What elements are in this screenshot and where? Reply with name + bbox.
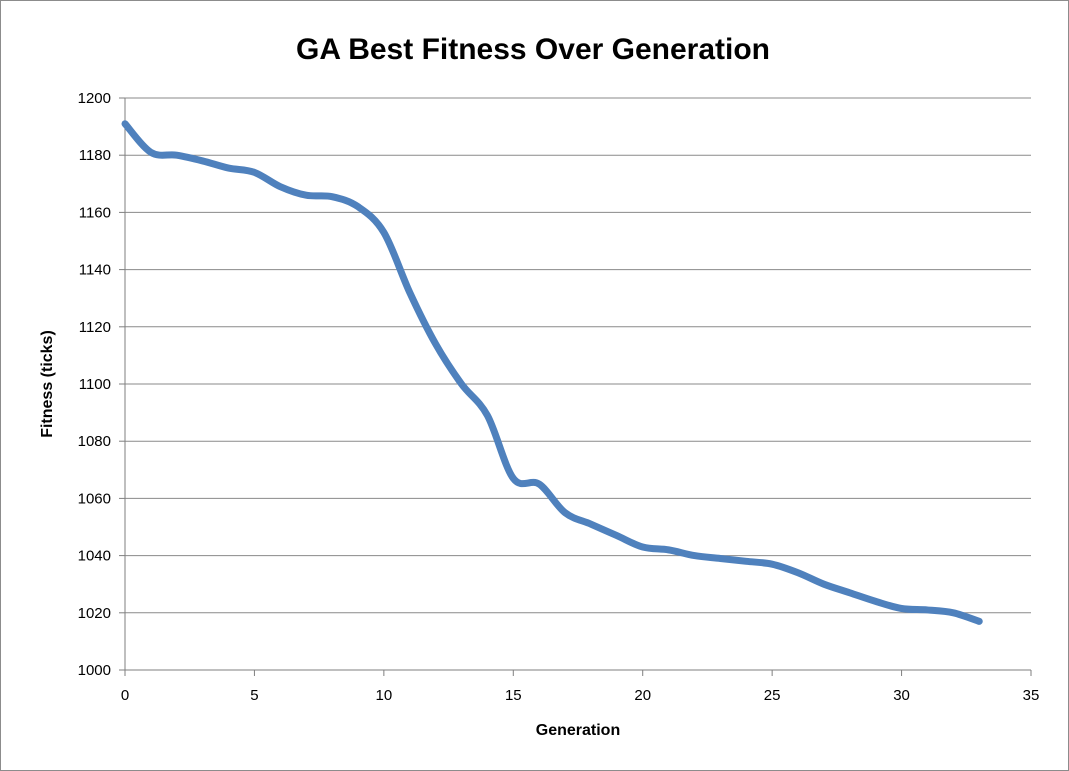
y-tick-label: 1020 [78,605,111,622]
x-tick-label: 30 [893,687,910,704]
axes [119,97,1032,676]
x-tick-label: 20 [634,687,651,704]
x-tick-label: 0 [121,687,129,704]
data-point [588,521,594,527]
y-tick-label: 1180 [79,147,111,164]
data-point [821,581,827,587]
data-point [950,610,956,616]
data-point [174,152,180,158]
data-point [873,598,879,604]
data-point [407,289,413,295]
data-point [226,165,232,171]
y-tick-label: 1080 [78,433,111,450]
gridlines [125,97,1031,614]
y-tick-label: 1000 [78,662,111,679]
data-point [277,184,283,190]
data-point [303,192,309,198]
data-points [122,121,982,625]
data-point [691,553,697,559]
data-point [924,607,930,613]
y-tick-labels: 1000 1020 1040 1060 1080 1100 1120 1140 1160 1180… [78,90,111,679]
data-point [148,149,154,155]
data-point [536,481,542,487]
data-point [251,169,257,175]
y-tick-label: 1100 [79,376,111,393]
chart-title: GA Best Fitness Over Generation [296,33,770,66]
x-tick-label: 35 [1023,687,1040,704]
y-tick-label: 1160 [79,204,111,221]
x-tick-label: 25 [764,687,781,704]
y-tick-label: 1040 [78,548,111,565]
data-point [122,121,128,127]
data-point [899,606,905,612]
y-tick-label: 1140 [79,262,111,279]
x-tick-labels: 0 5 10 15 20 25 30 35 [121,687,1040,704]
data-point [847,590,853,596]
data-point [381,229,387,235]
data-point [484,412,490,418]
x-tick-label: 5 [250,687,258,704]
data-point [459,381,465,387]
data-point [769,561,775,567]
data-point [614,533,620,539]
data-point [976,618,982,624]
data-point [200,158,206,164]
x-tick-label: 15 [505,687,522,704]
data-point [743,558,749,564]
x-axis-label: Generation [536,722,620,739]
data-point [329,194,335,200]
y-axis-label: Fitness (ticks) [39,330,56,438]
data-point [795,570,801,576]
data-point [433,341,439,347]
y-tick-label: 1120 [79,319,111,336]
x-tick-label: 10 [376,687,393,704]
series-line [121,120,983,625]
data-point [510,475,516,481]
data-point [355,204,361,210]
data-point [562,510,568,516]
data-point [640,544,646,550]
y-tick-label: 1200 [78,90,111,107]
data-point [666,547,672,553]
y-tick-label: 1060 [78,490,111,507]
data-point [717,555,723,561]
